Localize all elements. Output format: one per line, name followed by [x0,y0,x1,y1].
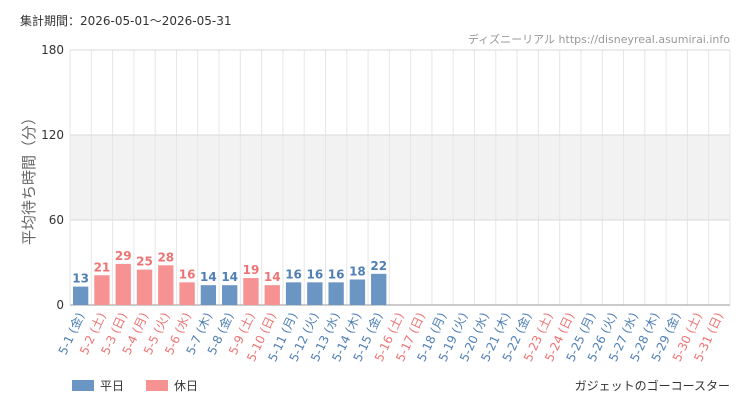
bar [200,285,217,305]
bar-value-label: 14 [264,270,281,284]
attraction-name: ガジェットのゴーコースター [574,379,730,393]
legend-label-weekday: 平日 [100,379,125,393]
legend-swatch-weekday [72,380,94,391]
bar-value-label: 13 [72,272,89,286]
shaded-band [70,135,730,220]
bar [328,282,344,305]
y-tick-label: 120 [41,128,64,142]
bar [307,282,323,305]
bar [285,282,302,305]
bar [349,279,366,305]
bar [264,285,280,305]
y-tick-label: 180 [41,43,64,57]
bar-value-label: 16 [285,267,302,281]
y-tick-label: 60 [49,213,64,227]
bar-value-label: 16 [179,267,196,281]
bar [371,273,387,305]
bar [158,265,174,305]
bar-value-label: 18 [349,265,366,279]
bar [243,278,259,305]
bar-value-label: 21 [94,260,111,274]
bar [94,275,110,305]
bar [222,285,238,305]
bar-value-label: 29 [115,249,132,263]
bar-value-label: 16 [306,267,323,281]
bar-value-label: 14 [200,270,217,284]
y-tick-label: 0 [56,298,64,312]
legend-item-holiday[interactable]: 休日 [146,377,198,394]
bar-value-label: 16 [328,267,345,281]
bar-value-label: 22 [370,259,387,273]
y-axis-title: 平均待ち時間（分） [20,110,38,245]
legend: 平日 休日 [72,377,198,394]
period-label: 集計期間：2026-05-01～2026-05-31 [20,14,232,28]
bar-value-label: 25 [136,255,153,269]
bar-value-label: 19 [243,263,260,277]
credit-link[interactable]: ディズニーリアル https://disneyreal.asumirai.inf… [467,33,730,46]
bar-value-label: 14 [221,270,238,284]
bar [179,282,195,305]
bar-value-label: 28 [157,250,174,264]
legend-item-weekday[interactable]: 平日 [72,377,124,394]
bar [136,269,153,305]
bar [115,263,131,305]
legend-swatch-holiday [146,380,169,391]
legend-label-holiday: 休日 [174,379,199,393]
bar [72,286,89,305]
